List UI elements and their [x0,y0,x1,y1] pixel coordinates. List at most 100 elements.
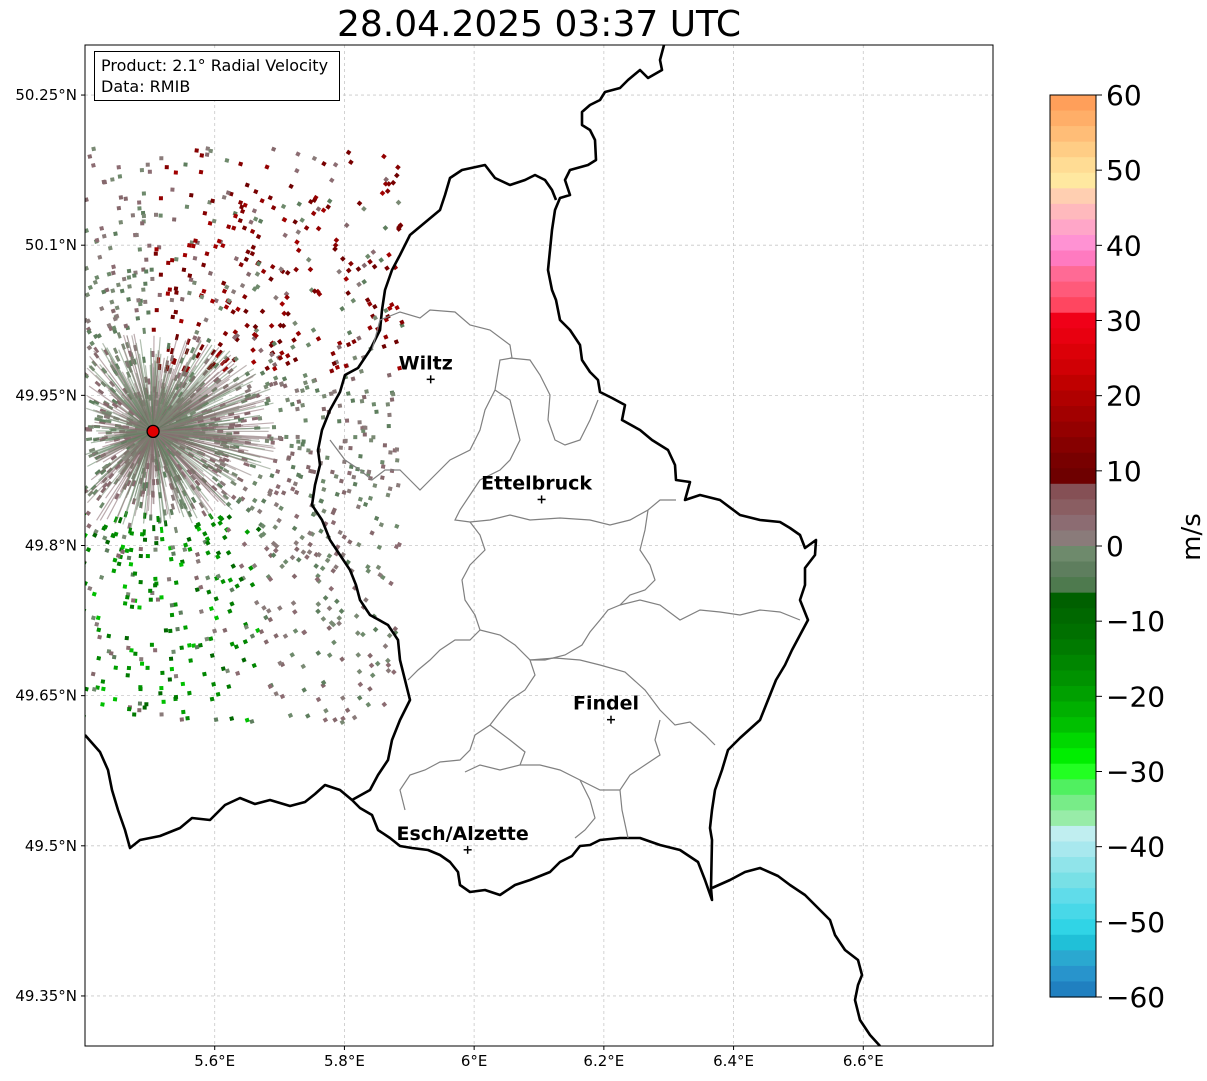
radar-echo [204,251,210,257]
radar-echo [249,633,256,639]
radar-echo [318,498,325,504]
radar-echo [267,489,273,495]
radar-echo [295,330,302,337]
radar-echo [183,625,188,630]
radar-echo [351,474,357,480]
radar-echo [107,245,113,251]
radar-echo [341,489,347,495]
radar-echo [225,501,232,508]
colorbar-swatch [1050,499,1096,516]
radar-echo [372,626,379,633]
radar-echo [143,281,148,286]
colorbar-swatch [1050,483,1096,500]
radar-echo [148,588,153,593]
radar-echo [101,482,109,489]
radar-echo [204,636,210,642]
radar-echo [323,708,329,714]
radar-echo [159,686,164,691]
radar-echo [300,388,305,394]
radar-echo [264,438,270,444]
radar-echo [139,657,144,662]
radar-echo [386,423,391,429]
radar-echo [279,381,285,387]
colorbar-swatch [1050,421,1096,438]
radar-echo [339,656,345,663]
radar-echo [243,462,250,467]
colorbar-tick-label: 20 [1106,380,1142,413]
radar-echo [167,677,172,682]
radar-echo [315,225,322,232]
radar-echo [186,243,192,248]
radar-echo [338,608,345,614]
radar-echo [113,665,118,670]
radar-echo [392,626,399,632]
radar-echo [376,544,383,551]
radar-echo [221,194,227,200]
radar-echo [220,666,226,672]
radar-echo [186,468,193,476]
radar-echo [268,381,274,388]
radar-echo [96,414,104,419]
radar-echo [141,287,146,292]
radar-echo [275,468,281,475]
radar-echo [138,580,143,585]
radar-echo [220,280,227,286]
radar-echo [364,297,371,303]
radar-echo [310,210,317,217]
radar-echo [92,532,98,538]
radar-echo [100,679,106,684]
radar-echo [315,608,321,615]
radar-echo [277,660,283,666]
radar-echo [387,412,392,418]
colorbar-swatch [1050,188,1096,205]
radar-echo [85,511,87,518]
colorbar-tick-label: 0 [1106,530,1124,563]
radar-echo [222,493,230,501]
radar-echo [186,536,192,542]
radar-echo [260,531,267,537]
radar-echo [252,323,259,330]
radar-echo [194,644,200,650]
colorbar-swatch [1050,468,1096,485]
radar-echo [121,534,127,540]
radar-echo [255,260,262,267]
france-germany-border [711,866,881,1046]
radar-echo [326,652,333,659]
radar-echo [242,486,248,492]
radar-echo [127,707,132,712]
radar-echo [239,282,246,289]
radar-echo [156,515,160,523]
radar-echo [112,347,119,355]
radar-echo [152,525,156,532]
radar-echo [263,545,270,552]
radar-echo [245,249,251,255]
radar-echo-ray [152,353,162,432]
radar-echo [159,526,164,534]
radar-echo [173,602,178,607]
colorbar-swatch [1050,406,1096,423]
radar-echo [137,701,143,706]
radar-echo [170,545,176,550]
radar-echo [259,370,266,376]
radar-echo [93,333,99,340]
radar-echo [118,220,124,225]
radar-echo [237,217,243,224]
radar-echo [92,399,100,406]
radar-echo [367,686,373,692]
radar-echo [178,610,184,615]
radar-echo [158,272,163,277]
radar-echo [110,454,118,461]
radar-echo [241,225,248,231]
radar-echo [137,200,142,205]
radar-echo [169,666,175,672]
radar-echo [99,574,105,580]
map-title: 28.04.2025 03:37 UTC [336,4,742,45]
radar-echo [290,464,296,470]
radar-echo [348,446,353,451]
radar-echo [91,450,99,456]
radar-echo [334,364,340,370]
radar-echo [331,360,337,367]
france-belgium-border [85,734,353,850]
radar-echo [134,307,139,313]
colorbar-swatch [1050,794,1096,811]
